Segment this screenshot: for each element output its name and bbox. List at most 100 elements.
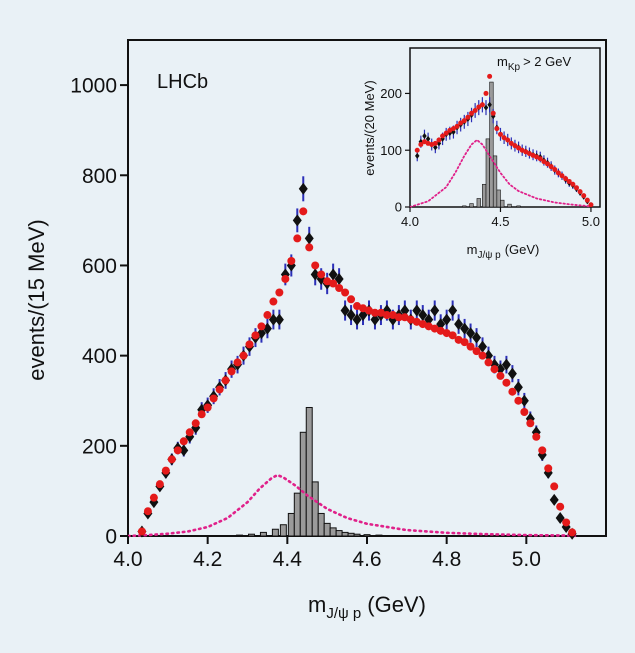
main-histogram-bar-6: [287, 512, 295, 537]
main-histogram-bar-11: [317, 512, 325, 537]
main-histogram-bar-5: [279, 524, 287, 537]
inset-model-point-15: [469, 110, 475, 116]
inset-model-point-5: [432, 140, 438, 146]
main-histogram-bar-2: [247, 533, 255, 537]
inset-model-point-24: [501, 135, 507, 141]
main-data-point-64: [519, 394, 529, 407]
main-model-point-62: [508, 387, 517, 396]
inset-title-tail: > 2 GeV: [523, 54, 571, 69]
main-model-point-63: [514, 396, 523, 405]
main-model-point-39: [370, 308, 379, 317]
main-model-point-64: [520, 408, 529, 416]
main-data-point-23: [274, 313, 284, 326]
inset-model-point-0: [414, 147, 420, 153]
main-data-point-35: [346, 309, 356, 322]
main-model-point-33: [335, 284, 344, 292]
main-histogram-bar-17: [353, 533, 361, 537]
main-model-point-70: [556, 502, 565, 511]
main-model-points: [137, 207, 577, 537]
inset-model-point-12: [458, 120, 464, 126]
main-model-point-28: [305, 243, 314, 252]
main-x-tick-label-2: 4.4: [273, 548, 303, 571]
inset-model-point-7: [440, 133, 446, 139]
main-model-point-21: [263, 311, 272, 320]
main-y-tick-label-2: 400: [82, 345, 117, 368]
main-pc-line: [126, 473, 580, 538]
main-model-point-41: [382, 311, 391, 320]
main-xlabel-unit: (GeV): [367, 592, 426, 617]
main-histogram-bar-8: [299, 431, 307, 537]
inset-axes: 4.0 4.5 5.0 0 100 200: [380, 86, 600, 229]
main-data-point-27: [298, 182, 308, 195]
inset-title-symbol: m: [497, 54, 508, 69]
main-pc-curve: [126, 473, 580, 538]
inset-histogram-bar-6: [492, 155, 498, 208]
main-model-point-20: [257, 322, 266, 331]
inset-model-point-18: [479, 102, 485, 108]
main-model-point-68: [544, 464, 553, 473]
main-model-point-71: [562, 518, 571, 527]
inset-histogram-bar-1: [469, 203, 474, 208]
inset-model-point-11: [454, 123, 460, 129]
inset-model-point-48: [588, 202, 594, 208]
inset-model-point-19: [483, 90, 489, 96]
main-x-tick-label-3: 4.6: [352, 548, 381, 571]
inset-pc-curve: [409, 138, 592, 208]
inset-title-subscript: Kp: [508, 62, 521, 73]
main-model-point-32: [329, 279, 338, 288]
inset-model-points: [414, 73, 594, 208]
main-data-point-48: [424, 313, 434, 326]
inset-data-point-19: [483, 104, 489, 111]
main-model-point-0: [137, 527, 146, 536]
main-data-point-62: [507, 367, 517, 380]
main-model-point-72: [568, 528, 577, 537]
main-histogram-bar-15: [341, 531, 349, 537]
main-model-point-35: [347, 295, 356, 304]
main-data-point-46: [412, 304, 422, 317]
main-model-point-60: [496, 371, 505, 380]
main-data-point-69: [549, 493, 559, 506]
main-data-point-28: [304, 232, 314, 245]
main-data-point-56: [472, 331, 482, 344]
main-model-point-52: [448, 331, 457, 340]
inset-model-point-38: [552, 167, 558, 173]
inset-xlabel-symbol: m: [467, 242, 478, 257]
inset-histogram-bar-3: [482, 183, 487, 208]
main-data-point-34: [340, 304, 350, 317]
main-histogram: [236, 406, 395, 537]
inset-y-tick-label-0: 0: [395, 200, 402, 215]
main-model-point-1: [143, 507, 152, 516]
main-model-point-13: [215, 385, 224, 394]
inset-model-point-37: [548, 164, 554, 170]
inset-y-tick-label-1: 100: [380, 143, 402, 158]
main-x-tick-label-5: 5.0: [512, 548, 541, 571]
inset-data-point-20: [487, 101, 492, 108]
inset-title: mKp > 2 GeV: [497, 54, 571, 73]
main-y-tick-label-0: 0: [105, 526, 117, 549]
main-histogram-bar-19: [375, 534, 383, 537]
inset-histogram-bar-0: [462, 205, 467, 208]
inset-model-point-47: [584, 197, 590, 203]
main-histogram-bar-14: [335, 530, 343, 537]
inset-model-point-26: [508, 140, 514, 146]
main-model-point-26: [293, 234, 302, 243]
main-model-point-43: [394, 313, 403, 322]
main-model-point-29: [311, 261, 320, 270]
main-model-point-69: [550, 482, 559, 491]
inset-model-point-43: [570, 181, 576, 187]
main-model-point-6: [173, 446, 182, 455]
main-histogram-bar-7: [293, 492, 301, 537]
main-histogram-bar-12: [323, 522, 331, 537]
inset-pc-line: [409, 138, 592, 208]
main-histogram-bar-1: [236, 534, 244, 537]
main-model-point-15: [227, 367, 236, 376]
inset-model-point-34: [537, 156, 543, 162]
inset-model-point-13: [461, 118, 467, 124]
main-y-tick-label-3: 600: [82, 255, 117, 278]
main-model-point-10: [197, 410, 206, 419]
main-model-point-18: [245, 340, 254, 349]
inset-model-point-14: [465, 114, 471, 120]
